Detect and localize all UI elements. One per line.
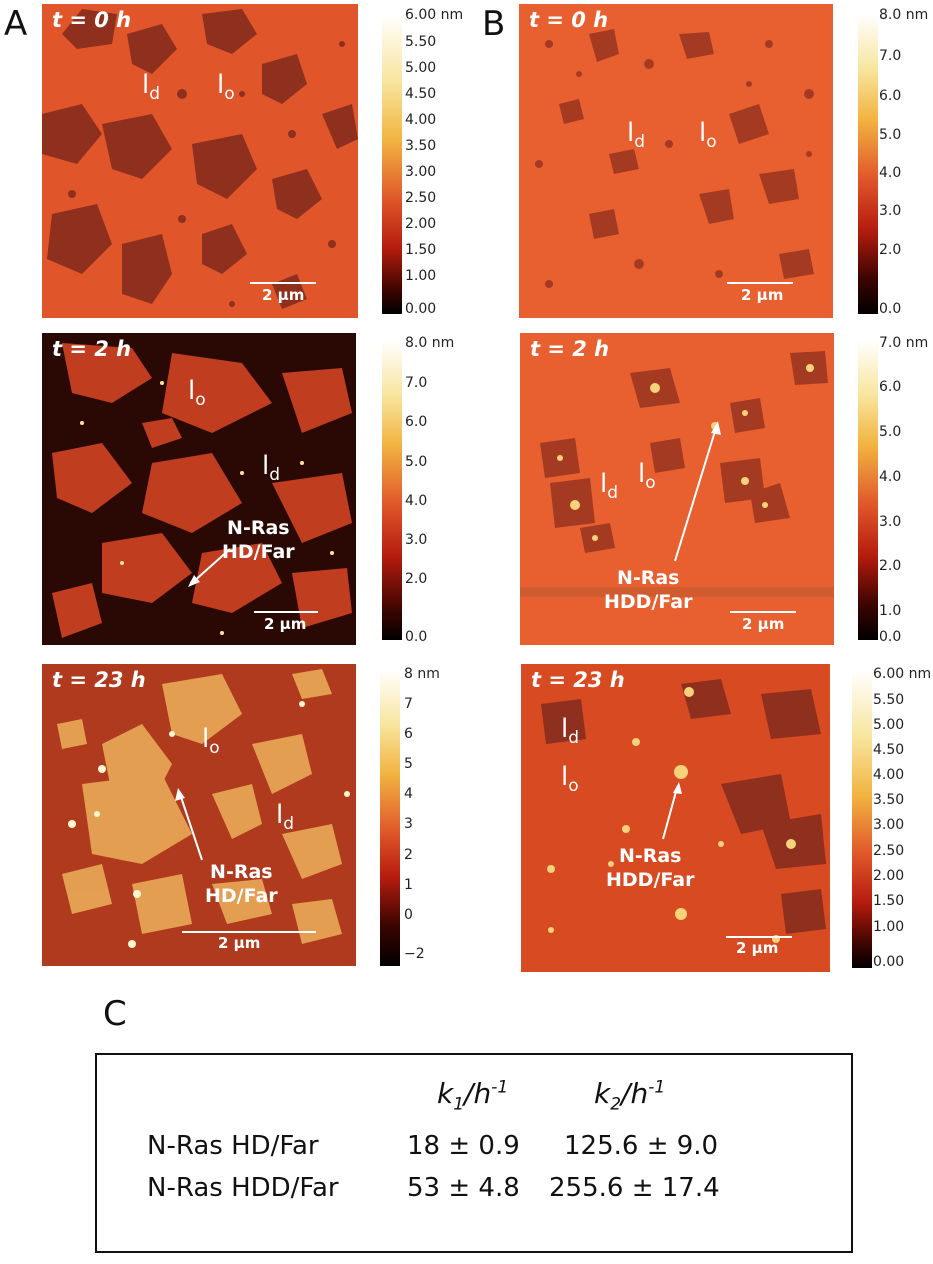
panel-label-c: C bbox=[103, 994, 127, 1034]
column-header-k2: k2/h-1 bbox=[594, 1077, 666, 1115]
time-label: t = 0 h bbox=[52, 8, 132, 32]
scale-bar bbox=[182, 931, 316, 933]
colorbar-a-0h bbox=[382, 14, 402, 314]
scale-bar bbox=[254, 611, 318, 613]
time-label: t = 23 h bbox=[531, 668, 625, 692]
scale-bar bbox=[730, 611, 796, 613]
row-k1-value: 18 ± 0.9 bbox=[407, 1131, 520, 1161]
arrow-icon bbox=[188, 548, 231, 587]
colorbar-b-2h bbox=[858, 340, 878, 640]
time-label: t = 0 h bbox=[529, 8, 609, 32]
scale-bar-label: 2 µm bbox=[736, 939, 779, 957]
scale-bar-label: 2 µm bbox=[218, 934, 261, 952]
protein-annotation: N-Ras HD/Far bbox=[222, 517, 295, 563]
scale-bar bbox=[250, 282, 316, 284]
panel-label-b: B bbox=[482, 4, 506, 44]
ld-label: ld bbox=[600, 469, 619, 503]
lo-label: lo bbox=[699, 118, 717, 152]
ld-label: ld bbox=[627, 118, 646, 152]
afm-image-b-23h: t = 23 h ld lo N-Ras HDD/Far 2 µm bbox=[521, 664, 830, 972]
column-header-k1: k1/h-1 bbox=[437, 1077, 509, 1115]
colorbar-a-23h bbox=[380, 670, 400, 966]
scale-bar-label: 2 µm bbox=[264, 615, 307, 633]
time-label: t = 2 h bbox=[530, 337, 610, 361]
lo-label: lo bbox=[188, 376, 206, 410]
lo-label: lo bbox=[217, 70, 235, 104]
row-k2-value: 255.6 ± 17.4 bbox=[549, 1173, 720, 1203]
colorbar-b-23h bbox=[852, 670, 872, 968]
ld-label: ld bbox=[262, 451, 281, 485]
arrow-icon bbox=[662, 782, 682, 840]
colorbar-a-2h bbox=[382, 340, 402, 640]
scale-bar bbox=[726, 936, 792, 938]
ld-label: ld bbox=[276, 800, 295, 834]
afm-image-a-23h: t = 23 h lo ld N-Ras HD/Far 2 µm bbox=[42, 664, 356, 966]
rate-constants-table: k1/h-1 k2/h-1 N-Ras HD/Far 18 ± 0.9 125.… bbox=[95, 1053, 853, 1253]
ld-domains bbox=[42, 9, 358, 309]
afm-image-a-0h: t = 0 h ld lo 2 µm bbox=[42, 4, 358, 318]
scale-bar-label: 2 µm bbox=[262, 286, 305, 304]
protein-annotation: N-Ras HDD/Far bbox=[606, 845, 695, 891]
scale-bar bbox=[727, 282, 793, 284]
row-name: N-Ras HDD/Far bbox=[147, 1173, 339, 1203]
ld-label: ld bbox=[561, 714, 580, 748]
arrow-icon bbox=[674, 421, 721, 562]
lo-label: lo bbox=[202, 724, 220, 758]
lo-label: lo bbox=[561, 762, 579, 796]
panel-label-a: A bbox=[4, 4, 28, 44]
scale-bar-label: 2 µm bbox=[742, 615, 785, 633]
scale-bar-label: 2 µm bbox=[741, 286, 784, 304]
time-label: t = 2 h bbox=[52, 337, 132, 361]
afm-image-b-0h: t = 0 h ld lo 2 µm bbox=[519, 4, 833, 318]
row-k2-value: 125.6 ± 9.0 bbox=[564, 1131, 719, 1161]
arrow-icon bbox=[175, 788, 203, 861]
lo-label: lo bbox=[638, 459, 656, 493]
row-name: N-Ras HD/Far bbox=[147, 1131, 319, 1161]
protein-annotation: N-Ras HD/Far bbox=[205, 861, 278, 907]
row-k1-value: 53 ± 4.8 bbox=[407, 1173, 520, 1203]
afm-image-a-2h: t = 2 h lo ld N-Ras HD/Far 2 µm bbox=[42, 333, 356, 645]
protein-annotation: N-Ras HDD/Far bbox=[604, 567, 693, 613]
colorbar-b-0h bbox=[858, 14, 878, 314]
afm-image-b-2h: t = 2 h ld lo N-Ras HDD/Far 2 µm bbox=[520, 333, 834, 645]
time-label: t = 23 h bbox=[52, 668, 146, 692]
ld-label: ld bbox=[142, 70, 161, 104]
